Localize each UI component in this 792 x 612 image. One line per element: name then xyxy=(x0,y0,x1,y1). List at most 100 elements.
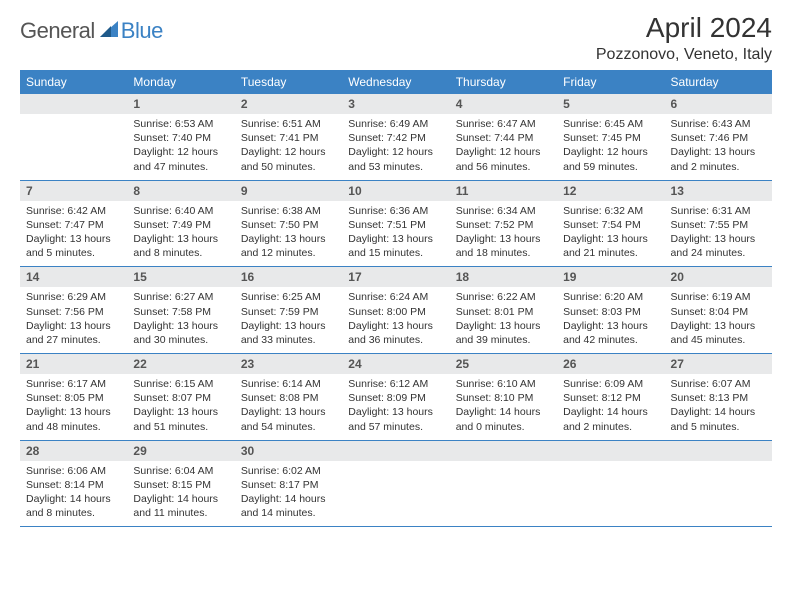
day-line-day1: Daylight: 14 hours xyxy=(456,405,551,419)
day-line-day1: Daylight: 13 hours xyxy=(26,319,121,333)
day-line-sunset: Sunset: 7:44 PM xyxy=(456,131,551,145)
day-number: 11 xyxy=(450,181,557,201)
day-line-sunrise: Sunrise: 6:31 AM xyxy=(671,204,766,218)
day-cell: 4Sunrise: 6:47 AMSunset: 7:44 PMDaylight… xyxy=(450,94,557,180)
day-line-day1: Daylight: 13 hours xyxy=(671,232,766,246)
day-number: 4 xyxy=(450,94,557,114)
day-body: Sunrise: 6:34 AMSunset: 7:52 PMDaylight:… xyxy=(450,201,557,267)
day-body: Sunrise: 6:45 AMSunset: 7:45 PMDaylight:… xyxy=(557,114,664,180)
day-cell xyxy=(20,94,127,180)
day-cell: 7Sunrise: 6:42 AMSunset: 7:47 PMDaylight… xyxy=(20,180,127,267)
day-line-sunrise: Sunrise: 6:10 AM xyxy=(456,377,551,391)
day-line-sunset: Sunset: 7:59 PM xyxy=(241,305,336,319)
day-line-sunrise: Sunrise: 6:06 AM xyxy=(26,464,121,478)
day-body: Sunrise: 6:14 AMSunset: 8:08 PMDaylight:… xyxy=(235,374,342,440)
day-body: Sunrise: 6:53 AMSunset: 7:40 PMDaylight:… xyxy=(127,114,234,180)
day-line-sunrise: Sunrise: 6:17 AM xyxy=(26,377,121,391)
day-line-sunset: Sunset: 7:51 PM xyxy=(348,218,443,232)
day-line-sunset: Sunset: 7:47 PM xyxy=(26,218,121,232)
day-line-day1: Daylight: 13 hours xyxy=(133,405,228,419)
col-thursday: Thursday xyxy=(450,70,557,94)
day-number xyxy=(665,441,772,461)
day-cell: 24Sunrise: 6:12 AMSunset: 8:09 PMDayligh… xyxy=(342,354,449,441)
day-number: 13 xyxy=(665,181,772,201)
day-cell: 17Sunrise: 6:24 AMSunset: 8:00 PMDayligh… xyxy=(342,267,449,354)
day-number: 5 xyxy=(557,94,664,114)
day-number: 15 xyxy=(127,267,234,287)
day-number: 30 xyxy=(235,441,342,461)
day-cell: 27Sunrise: 6:07 AMSunset: 8:13 PMDayligh… xyxy=(665,354,772,441)
col-wednesday: Wednesday xyxy=(342,70,449,94)
day-line-day2: and 48 minutes. xyxy=(26,420,121,434)
day-line-sunrise: Sunrise: 6:07 AM xyxy=(671,377,766,391)
day-line-sunset: Sunset: 8:07 PM xyxy=(133,391,228,405)
logo-word1: General xyxy=(20,18,95,44)
day-cell: 25Sunrise: 6:10 AMSunset: 8:10 PMDayligh… xyxy=(450,354,557,441)
week-row: 28Sunrise: 6:06 AMSunset: 8:14 PMDayligh… xyxy=(20,440,772,527)
week-row: 1Sunrise: 6:53 AMSunset: 7:40 PMDaylight… xyxy=(20,94,772,180)
day-cell xyxy=(450,440,557,527)
day-line-day2: and 2 minutes. xyxy=(671,160,766,174)
day-number: 7 xyxy=(20,181,127,201)
day-line-sunrise: Sunrise: 6:53 AM xyxy=(133,117,228,131)
day-cell: 6 Sunrise: 6:43 AMSunset: 7:46 PMDaylight… xyxy=(665,94,772,180)
day-line-sunset: Sunset: 7:49 PM xyxy=(133,218,228,232)
day-line-day1: Daylight: 13 hours xyxy=(348,232,443,246)
day-number: 9 xyxy=(235,181,342,201)
day-line-day1: Daylight: 13 hours xyxy=(563,319,658,333)
day-line-day2: and 33 minutes. xyxy=(241,333,336,347)
header: General Blue April 2024 Pozzonovo, Venet… xyxy=(20,12,772,64)
day-cell: 18Sunrise: 6:22 AMSunset: 8:01 PMDayligh… xyxy=(450,267,557,354)
day-line-day1: Daylight: 13 hours xyxy=(456,319,551,333)
day-line-day1: Daylight: 13 hours xyxy=(671,145,766,159)
day-line-day2: and 59 minutes. xyxy=(563,160,658,174)
day-line-sunrise: Sunrise: 6:09 AM xyxy=(563,377,658,391)
day-line-sunrise: Sunrise: 6:34 AM xyxy=(456,204,551,218)
day-line-day2: and 30 minutes. xyxy=(133,333,228,347)
day-cell xyxy=(342,440,449,527)
day-line-day1: Daylight: 12 hours xyxy=(456,145,551,159)
day-line-day2: and 21 minutes. xyxy=(563,246,658,260)
day-cell: 5Sunrise: 6:45 AMSunset: 7:45 PMDaylight… xyxy=(557,94,664,180)
logo-word2: Blue xyxy=(121,18,163,44)
day-line-day2: and 2 minutes. xyxy=(563,420,658,434)
day-line-day2: and 39 minutes. xyxy=(456,333,551,347)
day-body: Sunrise: 6:15 AMSunset: 8:07 PMDaylight:… xyxy=(127,374,234,440)
day-line-day1: Daylight: 13 hours xyxy=(456,232,551,246)
day-line-sunset: Sunset: 7:45 PM xyxy=(563,131,658,145)
day-line-day1: Daylight: 13 hours xyxy=(241,405,336,419)
day-body: Sunrise: 6:04 AMSunset: 8:15 PMDaylight:… xyxy=(127,461,234,527)
day-line-day2: and 56 minutes. xyxy=(456,160,551,174)
day-line-sunset: Sunset: 8:09 PM xyxy=(348,391,443,405)
day-line-day1: Daylight: 13 hours xyxy=(133,232,228,246)
day-body: Sunrise: 6:10 AMSunset: 8:10 PMDaylight:… xyxy=(450,374,557,440)
day-cell: 16Sunrise: 6:25 AMSunset: 7:59 PMDayligh… xyxy=(235,267,342,354)
col-sunday: Sunday xyxy=(20,70,127,94)
day-line-day1: Daylight: 13 hours xyxy=(563,232,658,246)
day-line-sunrise: Sunrise: 6:12 AM xyxy=(348,377,443,391)
col-monday: Monday xyxy=(127,70,234,94)
day-line-day2: and 47 minutes. xyxy=(133,160,228,174)
day-cell: 29Sunrise: 6:04 AMSunset: 8:15 PMDayligh… xyxy=(127,440,234,527)
day-body: Sunrise: 6:47 AMSunset: 7:44 PMDaylight:… xyxy=(450,114,557,180)
day-number: 24 xyxy=(342,354,449,374)
day-body: Sunrise: 6:25 AMSunset: 7:59 PMDaylight:… xyxy=(235,287,342,353)
day-body: Sunrise: 6:24 AMSunset: 8:00 PMDaylight:… xyxy=(342,287,449,353)
day-body xyxy=(342,461,449,519)
day-line-sunrise: Sunrise: 6:25 AM xyxy=(241,290,336,304)
day-body: Sunrise: 6:22 AMSunset: 8:01 PMDaylight:… xyxy=(450,287,557,353)
day-line-day2: and 50 minutes. xyxy=(241,160,336,174)
day-number: 19 xyxy=(557,267,664,287)
day-line-sunset: Sunset: 7:46 PM xyxy=(671,131,766,145)
day-body: Sunrise: 6:40 AMSunset: 7:49 PMDaylight:… xyxy=(127,201,234,267)
day-cell xyxy=(665,440,772,527)
day-body: Sunrise: 6:27 AMSunset: 7:58 PMDaylight:… xyxy=(127,287,234,353)
day-line-sunrise: Sunrise: 6:24 AM xyxy=(348,290,443,304)
day-number: 6 xyxy=(665,94,772,114)
day-line-sunset: Sunset: 7:55 PM xyxy=(671,218,766,232)
day-body: Sunrise: 6:31 AMSunset: 7:55 PMDaylight:… xyxy=(665,201,772,267)
day-number: 20 xyxy=(665,267,772,287)
day-line-day1: Daylight: 13 hours xyxy=(26,232,121,246)
day-line-sunrise: Sunrise: 6:47 AM xyxy=(456,117,551,131)
day-line-sunrise: Sunrise: 6:43 AM xyxy=(671,117,766,131)
